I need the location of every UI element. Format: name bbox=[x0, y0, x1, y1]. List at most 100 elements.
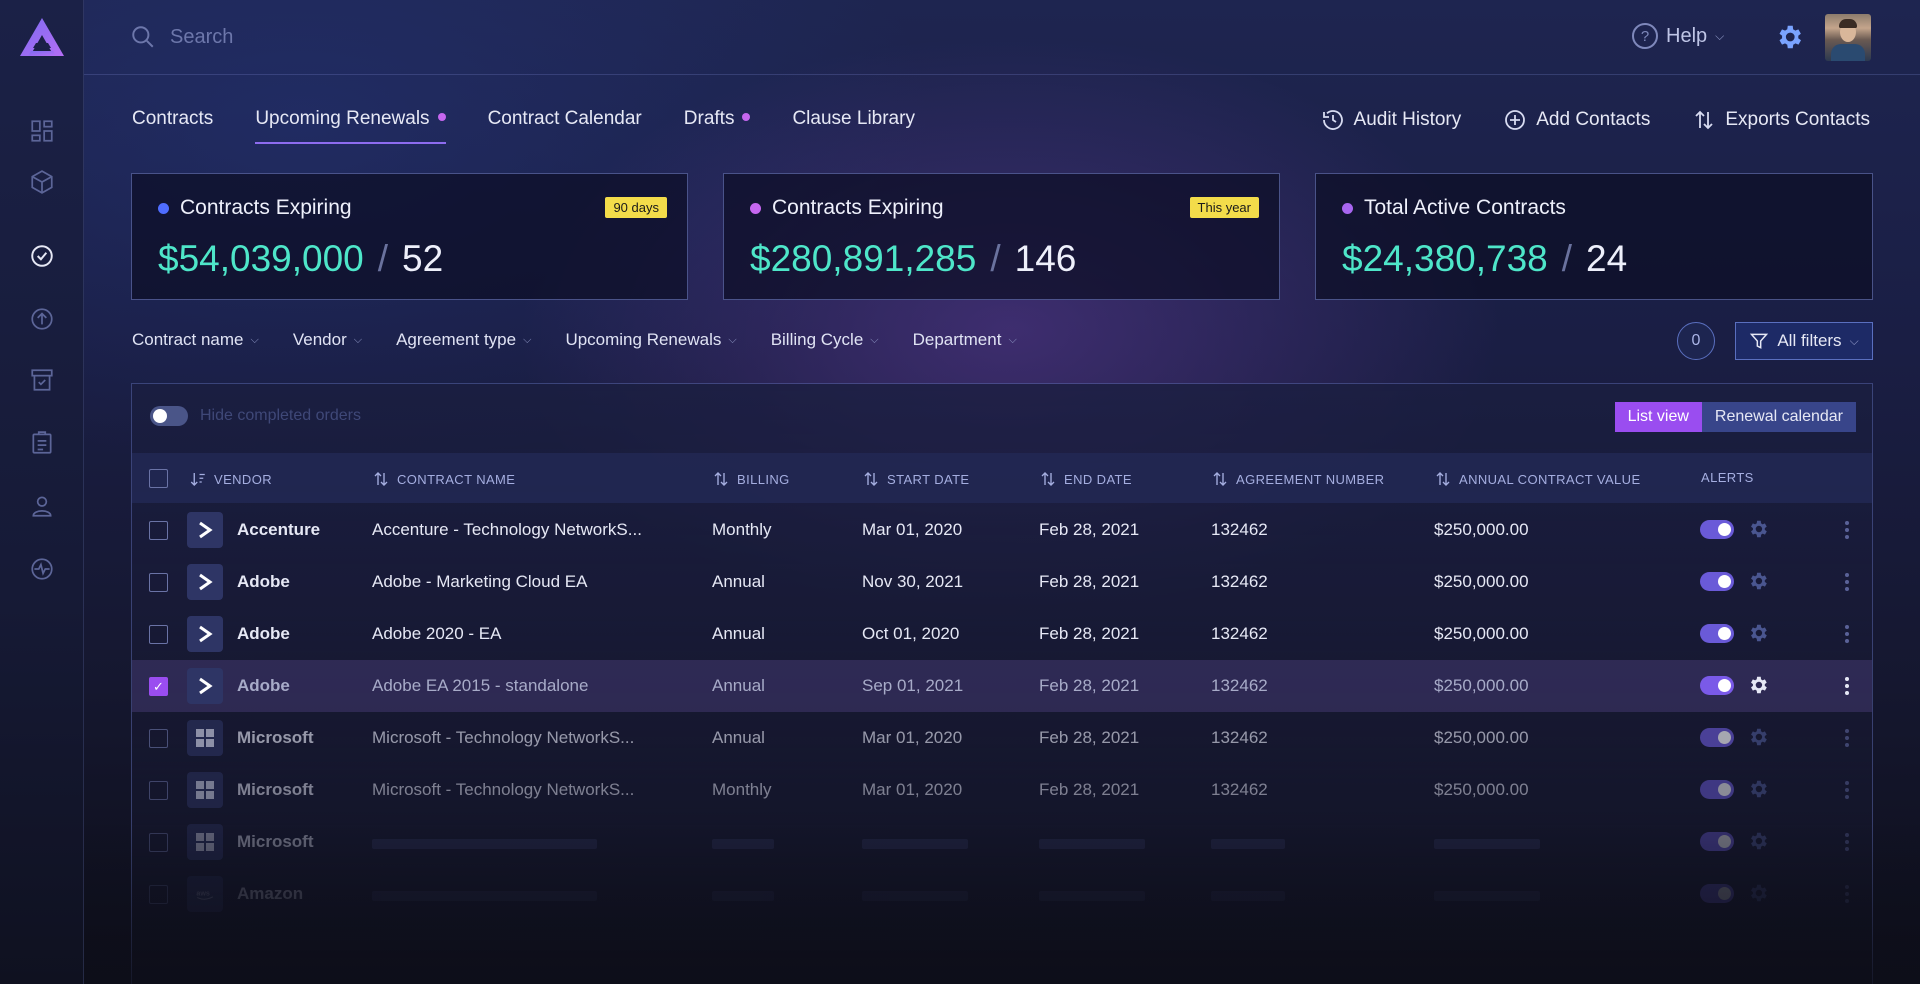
alert-settings-gear-icon[interactable] bbox=[1747, 778, 1769, 800]
more-options-icon[interactable] bbox=[1842, 726, 1852, 750]
row-checkbox[interactable]: ✓ bbox=[149, 677, 168, 696]
user-icon[interactable] bbox=[26, 490, 58, 522]
tab-clause-library[interactable]: Clause Library bbox=[792, 108, 915, 129]
alert-toggle[interactable] bbox=[1700, 780, 1734, 799]
more-options-icon[interactable] bbox=[1842, 570, 1852, 594]
alert-toggle[interactable] bbox=[1700, 728, 1734, 747]
row-checkbox[interactable] bbox=[149, 885, 168, 904]
more-options-icon[interactable] bbox=[1842, 778, 1852, 802]
column-agreement-number[interactable]: AGREEMENT NUMBER bbox=[1211, 470, 1384, 488]
cell-contract-name[interactable]: Adobe - Marketing Cloud EA bbox=[372, 572, 588, 591]
check-circle-icon[interactable] bbox=[26, 240, 58, 272]
column-start-date[interactable]: START DATE bbox=[862, 470, 970, 488]
column-annual-contract-value[interactable]: ANNUAL CONTRACT VALUE bbox=[1434, 470, 1641, 488]
more-options-icon[interactable] bbox=[1842, 622, 1852, 646]
alert-settings-gear-icon[interactable] bbox=[1747, 622, 1769, 644]
all-filters-button[interactable]: All filters ⌵ bbox=[1735, 322, 1873, 360]
alert-toggle[interactable] bbox=[1700, 832, 1734, 851]
alert-settings-gear-icon[interactable] bbox=[1747, 830, 1769, 852]
card-amount: $24,380,738 bbox=[1342, 238, 1548, 279]
upload-icon[interactable] bbox=[26, 303, 58, 335]
row-checkbox[interactable] bbox=[149, 625, 168, 644]
filter-billing-cycle[interactable]: Billing Cycle ⌵ bbox=[770, 330, 879, 349]
user-avatar[interactable] bbox=[1825, 14, 1871, 61]
alert-settings-gear-icon[interactable] bbox=[1747, 882, 1769, 904]
cube-icon[interactable] bbox=[26, 166, 58, 198]
cell-billing: Annual bbox=[712, 728, 765, 747]
exports-contacts-button[interactable]: Exports Contacts bbox=[1692, 108, 1870, 132]
alert-settings-gear-icon[interactable] bbox=[1747, 726, 1769, 748]
table-row[interactable]: Microsoft Microsoft - Technology NetworkS… bbox=[132, 764, 1872, 816]
row-checkbox[interactable] bbox=[149, 729, 168, 748]
dashboard-icon[interactable] bbox=[26, 115, 58, 147]
active-filter-count[interactable]: 0 bbox=[1677, 322, 1715, 360]
filter-vendor[interactable]: Vendor ⌵ bbox=[292, 330, 363, 349]
select-all-checkbox[interactable] bbox=[149, 469, 168, 488]
more-options-icon[interactable] bbox=[1842, 518, 1852, 542]
alert-toggle[interactable] bbox=[1700, 676, 1734, 695]
alert-toggle[interactable] bbox=[1700, 624, 1734, 643]
tab-contract-calendar[interactable]: Contract Calendar bbox=[487, 108, 642, 129]
archive-icon[interactable] bbox=[26, 364, 58, 396]
add-contacts-button[interactable]: Add Contacts bbox=[1503, 108, 1650, 132]
cell-contract-name[interactable]: Microsoft - Technology NetworkS... bbox=[372, 780, 635, 799]
chevron-down-icon: ⌵ bbox=[728, 333, 737, 346]
summary-card-90-days: Contracts Expiring 90 days $54,039,000 / 5… bbox=[131, 173, 688, 300]
audit-history-button[interactable]: Audit History bbox=[1321, 108, 1461, 132]
activity-icon[interactable] bbox=[26, 553, 58, 585]
tab-drafts[interactable]: Drafts bbox=[684, 108, 751, 144]
more-options-icon[interactable] bbox=[1842, 882, 1852, 906]
filter-department[interactable]: Department ⌵ bbox=[912, 330, 1017, 349]
table-row[interactable]: Accenture Accenture - Technology NetworkS… bbox=[132, 504, 1872, 556]
help-menu[interactable]: ? Help ⌵ bbox=[1632, 23, 1724, 49]
hide-completed-toggle[interactable]: Hide completed orders bbox=[150, 406, 361, 426]
settings-gear-icon[interactable] bbox=[1774, 22, 1804, 52]
cell-contract-name[interactable]: Adobe EA 2015 - standalone bbox=[372, 676, 589, 695]
row-checkbox[interactable] bbox=[149, 833, 168, 852]
contracts-table-panel: Hide completed orders List view Renewal … bbox=[131, 383, 1873, 984]
alert-settings-gear-icon[interactable] bbox=[1747, 674, 1769, 696]
cell-contract-name[interactable]: Microsoft - Technology NetworkS... bbox=[372, 728, 635, 747]
column-end-date[interactable]: END DATE bbox=[1039, 470, 1132, 488]
filter-upcoming-renewals[interactable]: Upcoming Renewals ⌵ bbox=[565, 330, 737, 349]
row-checkbox[interactable] bbox=[149, 573, 168, 592]
question-icon: ? bbox=[1632, 23, 1658, 49]
tab-upcoming-renewals[interactable]: Upcoming Renewals bbox=[255, 108, 446, 144]
table-row[interactable]: Microsoft Microsoft - Technology NetworkS… bbox=[132, 712, 1872, 764]
alert-settings-gear-icon[interactable] bbox=[1747, 570, 1769, 592]
list-view-button[interactable]: List view bbox=[1614, 402, 1702, 432]
app-logo-icon[interactable] bbox=[18, 16, 66, 58]
column-vendor[interactable]: VENDOR bbox=[189, 470, 272, 488]
renewal-calendar-button[interactable]: Renewal calendar bbox=[1701, 402, 1856, 432]
loading-placeholder bbox=[372, 891, 597, 901]
tab-contracts[interactable]: Contracts bbox=[132, 108, 214, 129]
table-row[interactable]: Adobe Adobe - Marketing Cloud EA Annual Nov… bbox=[132, 556, 1872, 608]
alert-toggle[interactable] bbox=[1700, 520, 1734, 539]
row-checkbox[interactable] bbox=[149, 521, 168, 540]
search-input[interactable] bbox=[170, 20, 770, 54]
cell-billing: Annual bbox=[712, 676, 765, 695]
cell-start-date: Nov 30, 2021 bbox=[862, 572, 964, 591]
alert-toggle[interactable] bbox=[1700, 884, 1734, 903]
cell-contract-name[interactable]: Accenture - Technology NetworkS... bbox=[372, 520, 642, 539]
table-row[interactable]: Adobe Adobe 2020 - EA Annual Oct 01, 2020 Fe… bbox=[132, 608, 1872, 660]
toggle-switch[interactable] bbox=[150, 406, 188, 426]
table-row[interactable]: Microsoft bbox=[132, 816, 1872, 868]
chevron-down-icon: ⌵ bbox=[1715, 28, 1725, 43]
alert-settings-gear-icon[interactable] bbox=[1747, 518, 1769, 540]
column-contract-name[interactable]: CONTRACT NAME bbox=[372, 470, 515, 488]
filter-contract-name[interactable]: Contract name ⌵ bbox=[132, 330, 259, 349]
filter-agreement-type[interactable]: Agreement type ⌵ bbox=[396, 330, 532, 349]
card-amount: $280,891,285 bbox=[750, 238, 977, 279]
more-options-icon[interactable] bbox=[1842, 674, 1852, 698]
accenture-logo-icon bbox=[187, 564, 223, 600]
alert-toggle[interactable] bbox=[1700, 572, 1734, 591]
svg-text:aws: aws bbox=[196, 889, 210, 897]
column-billing[interactable]: BILLING bbox=[712, 470, 790, 488]
clipboard-icon[interactable] bbox=[26, 427, 58, 459]
table-row[interactable]: aws Amazon bbox=[132, 868, 1872, 920]
cell-contract-name[interactable]: Adobe 2020 - EA bbox=[372, 624, 502, 643]
table-row[interactable]: ✓ Adobe Adobe EA 2015 - standalone Annual Se… bbox=[132, 660, 1872, 712]
row-checkbox[interactable] bbox=[149, 781, 168, 800]
more-options-icon[interactable] bbox=[1842, 830, 1852, 854]
